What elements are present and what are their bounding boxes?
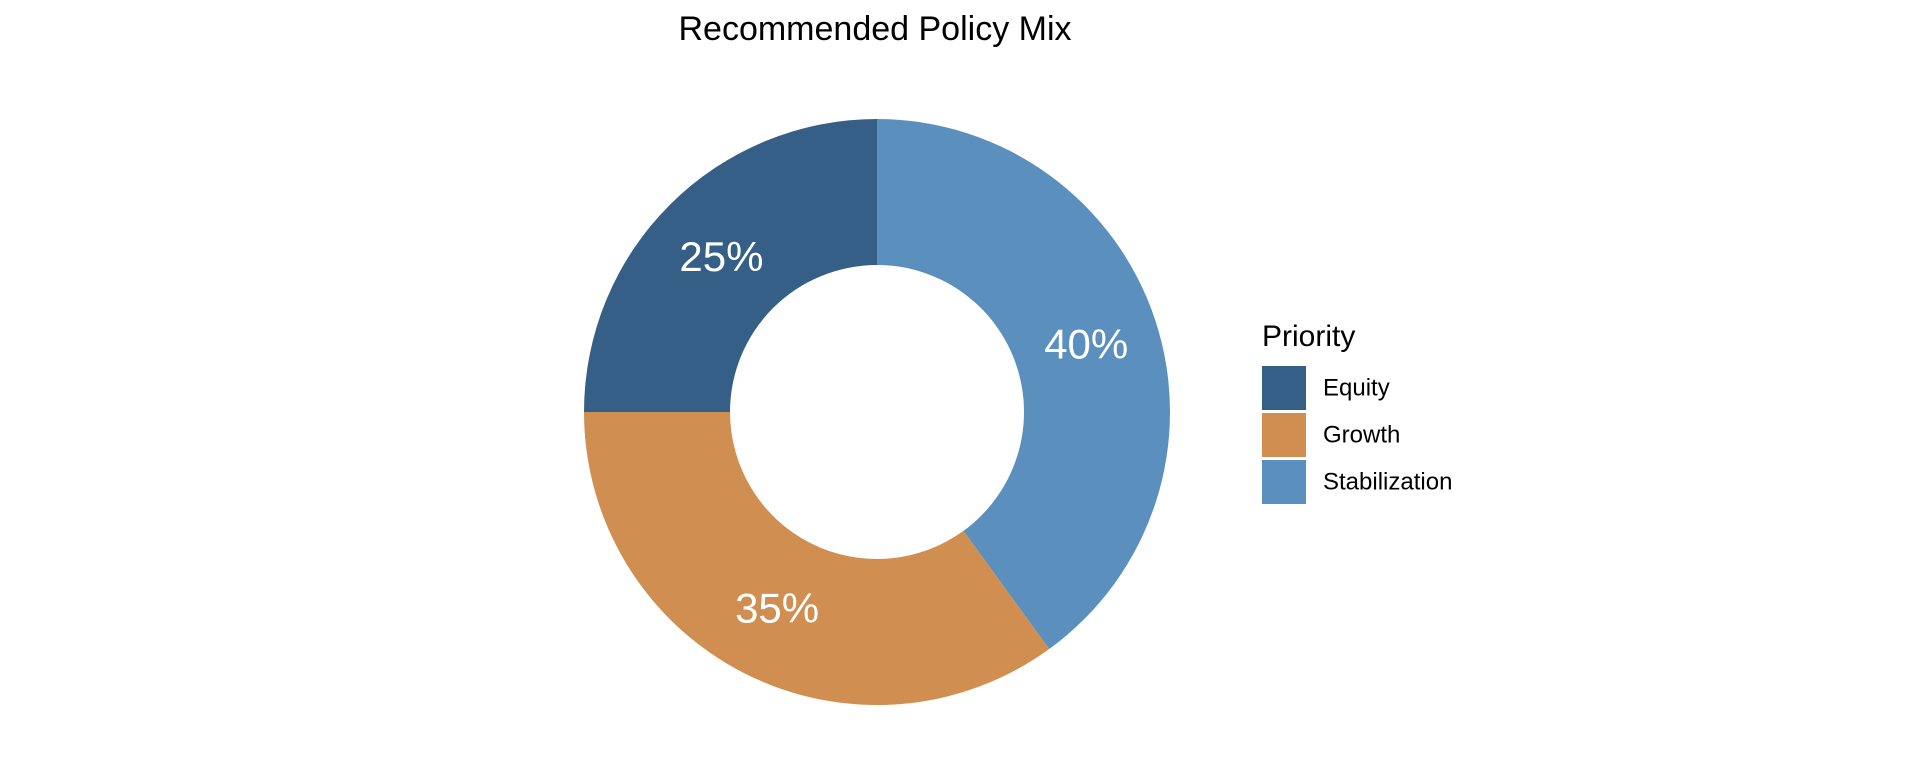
slice-labels-group: 40% 35% 25%: [679, 233, 1128, 632]
legend: Priority Equity Growth Stabilization: [1262, 320, 1452, 504]
legend-key-growth: [1262, 413, 1306, 457]
legend-key-equity: [1262, 366, 1306, 410]
legend-label-stabilization: Stabilization: [1323, 469, 1452, 496]
slice-label-stabilization: 40%: [1044, 321, 1128, 368]
slices-group: [584, 119, 1170, 705]
slice-growth: [584, 412, 1050, 705]
slice-stabilization: [877, 119, 1170, 650]
legend-title: Priority: [1262, 320, 1355, 353]
slice-equity: [584, 119, 877, 412]
slice-label-growth: 35%: [735, 585, 819, 632]
legend-label-equity: Equity: [1323, 375, 1390, 402]
chart-title: Recommended Policy Mix: [678, 10, 1071, 48]
legend-label-growth: Growth: [1323, 422, 1400, 449]
legend-key-stabilization: [1262, 460, 1306, 504]
slice-label-equity: 25%: [679, 233, 763, 280]
